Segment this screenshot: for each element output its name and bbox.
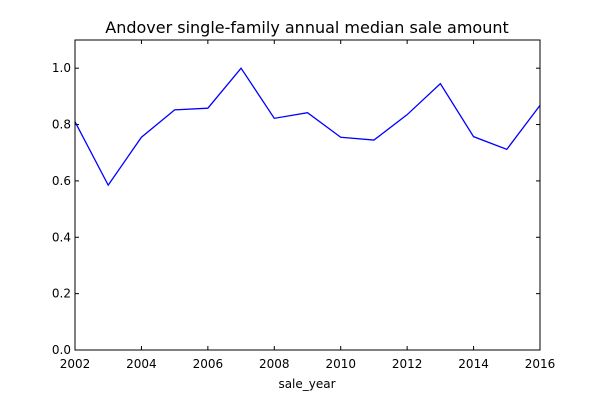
x-tick-label: 2014 (458, 357, 489, 371)
x-tick-label: 2016 (525, 357, 556, 371)
x-tick-label: 2002 (60, 357, 91, 371)
axis-ticks (74, 40, 541, 351)
series-group (74, 67, 541, 187)
y-tick-label: 0.2 (52, 287, 71, 301)
x-tick-label: 2006 (193, 357, 224, 371)
x-tick-label: 2010 (325, 357, 356, 371)
axis-tick-labels: 2002 2004 2006 2008 2010 2012 2014 2016 0.0 0.2 0.… (52, 61, 555, 371)
plot-area-frame (74, 39, 541, 351)
chart-title: Andover single-family annual median sale… (105, 18, 509, 37)
y-tick-label: 0.0 (52, 343, 71, 357)
x-tick-label: 2004 (126, 357, 157, 371)
y-tick-label: 1.0 (52, 61, 71, 75)
y-tick-label: 0.6 (52, 174, 71, 188)
y-tick-label: 0.8 (52, 118, 71, 132)
x-axis-label: sale_year (278, 377, 335, 391)
x-tick-label: 2012 (392, 357, 423, 371)
x-tick-label: 2008 (259, 357, 290, 371)
y-tick-label: 0.4 (52, 230, 71, 244)
series-line (74, 67, 541, 187)
